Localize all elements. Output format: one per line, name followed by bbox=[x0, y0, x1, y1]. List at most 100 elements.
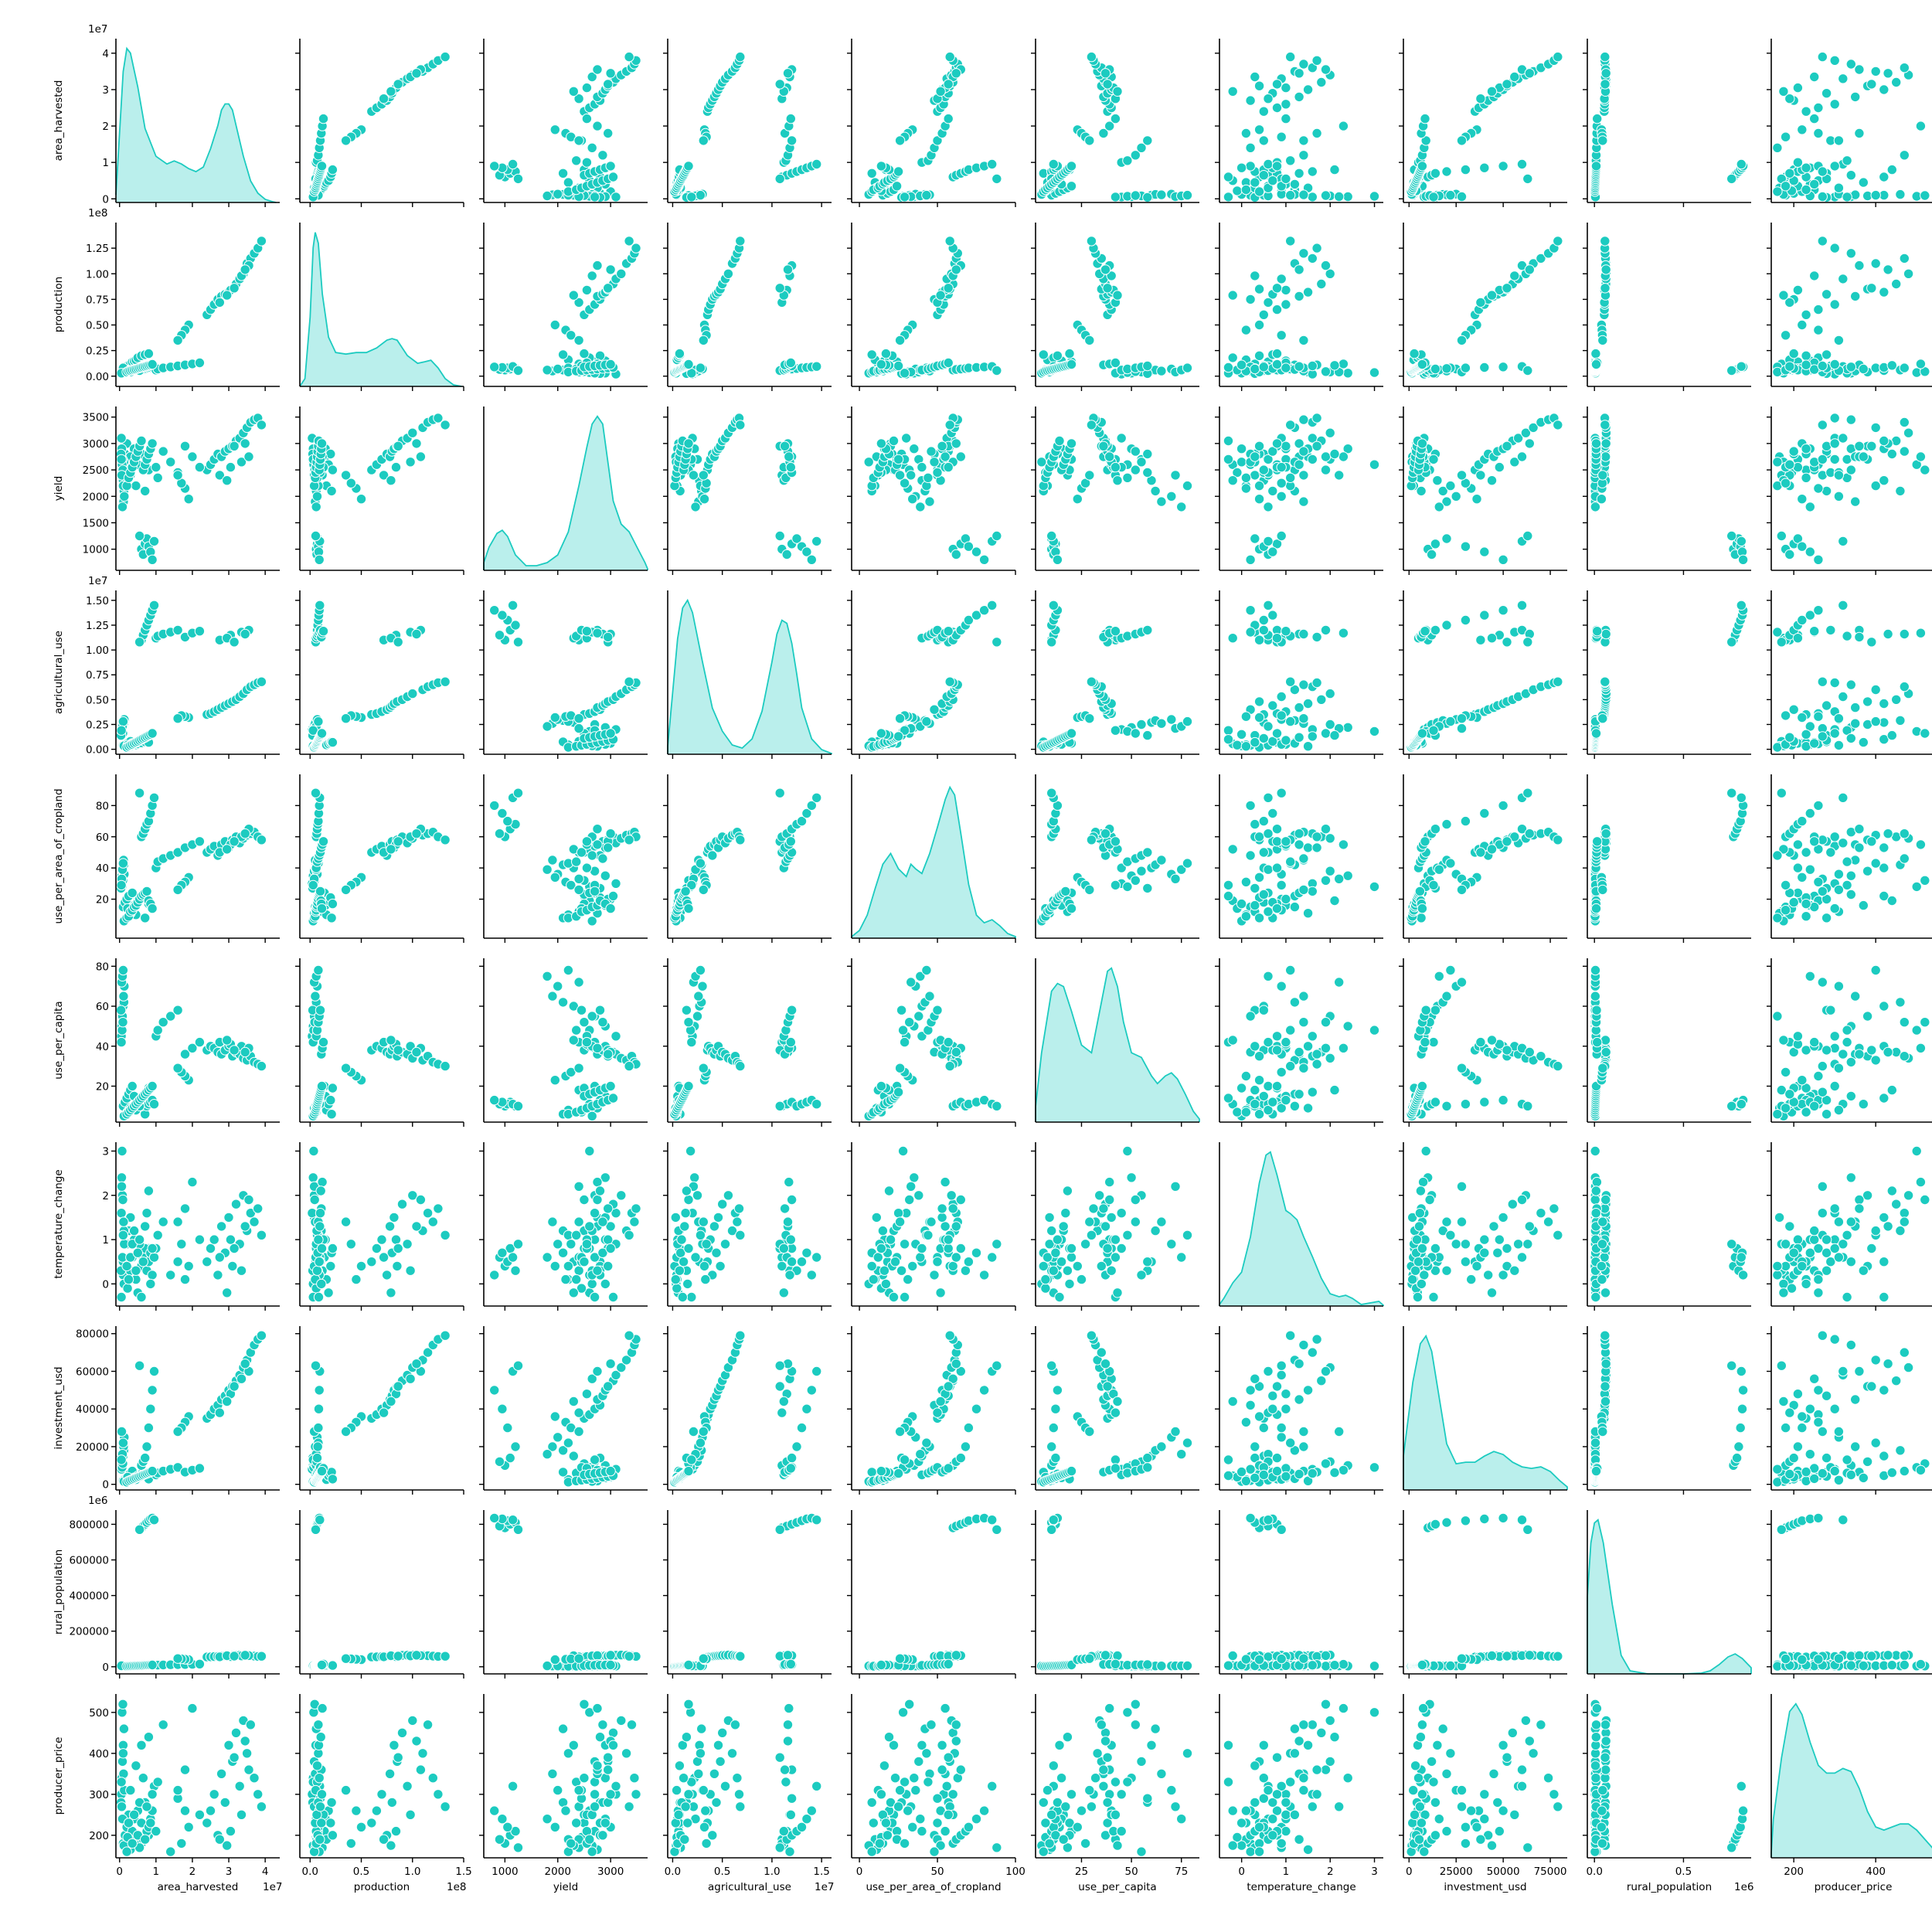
point-10 bbox=[326, 1109, 337, 1120]
point-65 bbox=[786, 135, 798, 146]
point-80 bbox=[589, 886, 600, 897]
point-60 bbox=[1046, 530, 1057, 542]
point-11 bbox=[327, 1083, 338, 1094]
point-21 bbox=[1320, 728, 1332, 739]
point-87 bbox=[894, 470, 906, 481]
point-68 bbox=[943, 357, 954, 369]
point-46 bbox=[1792, 82, 1804, 94]
point-68 bbox=[943, 626, 954, 637]
point-87 bbox=[698, 1063, 709, 1073]
point-25 bbox=[1456, 723, 1468, 734]
point-32 bbox=[1245, 294, 1256, 305]
point-47 bbox=[1106, 270, 1117, 281]
point-42 bbox=[1298, 59, 1309, 70]
point-68 bbox=[785, 836, 796, 847]
point-87 bbox=[1084, 884, 1095, 896]
point-27 bbox=[695, 189, 706, 201]
point-83 bbox=[683, 359, 694, 370]
point-49 bbox=[1486, 86, 1498, 97]
point-60 bbox=[134, 530, 145, 542]
point-67 bbox=[592, 628, 603, 638]
subplot-use_per_area_of_cropland-vs-temperature_change bbox=[1215, 774, 1383, 943]
point-77 bbox=[136, 435, 147, 447]
point-23 bbox=[118, 991, 129, 1002]
point-84 bbox=[1253, 124, 1265, 135]
point-44 bbox=[624, 1060, 634, 1072]
point-86 bbox=[1276, 131, 1287, 142]
subplot-agricultural_use-vs-use_per_capita bbox=[1031, 590, 1199, 759]
point-37 bbox=[1891, 278, 1902, 290]
point-24 bbox=[311, 491, 323, 502]
point-49 bbox=[1227, 633, 1238, 644]
point-34 bbox=[1267, 700, 1278, 711]
point-55 bbox=[1441, 363, 1452, 374]
point-58 bbox=[1245, 800, 1256, 811]
point-21 bbox=[117, 1017, 128, 1028]
point-83 bbox=[1829, 438, 1840, 449]
point-78 bbox=[1845, 170, 1857, 181]
point-79 bbox=[1784, 361, 1795, 372]
point-44 bbox=[735, 835, 746, 845]
point-44 bbox=[944, 420, 955, 430]
point-77 bbox=[1879, 435, 1889, 447]
point-39 bbox=[407, 427, 418, 438]
point-37 bbox=[1316, 694, 1327, 705]
point-87 bbox=[698, 135, 709, 146]
point-26 bbox=[542, 190, 553, 202]
kde-line-area_harvested bbox=[115, 46, 277, 203]
point-46 bbox=[390, 461, 402, 473]
point-48 bbox=[592, 64, 603, 75]
point-77 bbox=[1223, 435, 1234, 447]
point-76 bbox=[1281, 893, 1291, 905]
point-81 bbox=[1886, 360, 1898, 371]
point-67 bbox=[940, 451, 951, 462]
point-82 bbox=[1236, 359, 1247, 370]
point-26 bbox=[542, 864, 553, 875]
point-35 bbox=[1879, 842, 1889, 853]
point-74 bbox=[1858, 363, 1869, 375]
y-tick-label: 20 bbox=[96, 894, 109, 906]
point-78 bbox=[1845, 362, 1857, 372]
subplot-area_harvested-vs-producer_price bbox=[1767, 39, 1932, 207]
subplot-production-vs-investment_usd bbox=[1399, 223, 1567, 391]
point-68 bbox=[785, 461, 796, 473]
point-60 bbox=[310, 530, 321, 542]
point-27 bbox=[313, 716, 324, 727]
point-44 bbox=[1817, 420, 1828, 430]
point-9 bbox=[325, 1094, 336, 1106]
point-45 bbox=[1475, 94, 1486, 104]
point-84 bbox=[549, 872, 560, 883]
point-64 bbox=[1245, 850, 1256, 861]
point-41 bbox=[1899, 63, 1910, 73]
point-87 bbox=[698, 470, 709, 481]
point-50 bbox=[229, 637, 240, 648]
point-86 bbox=[1276, 710, 1287, 721]
point-58 bbox=[489, 362, 500, 372]
point-83 bbox=[1417, 903, 1428, 914]
point-27 bbox=[1285, 716, 1296, 727]
point-21 bbox=[1920, 875, 1930, 886]
point-83 bbox=[147, 728, 158, 739]
point-31 bbox=[1829, 299, 1840, 310]
point-25 bbox=[1817, 191, 1828, 202]
point-58 bbox=[1813, 605, 1824, 616]
point-27 bbox=[117, 964, 129, 976]
point-77 bbox=[607, 172, 619, 182]
point-60 bbox=[992, 173, 1002, 185]
point-83 bbox=[1590, 161, 1602, 172]
subplot-agricultural_use-vs-production bbox=[295, 590, 464, 759]
point-26 bbox=[1263, 502, 1274, 512]
point-67 bbox=[784, 451, 794, 462]
point-86 bbox=[1780, 330, 1791, 341]
point-63 bbox=[1298, 446, 1309, 457]
point-12 bbox=[1302, 908, 1314, 919]
subplot-area_harvested-vs-temperature_change bbox=[1215, 39, 1383, 207]
point-51 bbox=[411, 68, 422, 79]
point-21 bbox=[1920, 190, 1930, 201]
point-27 bbox=[695, 964, 706, 976]
point-37 bbox=[1316, 77, 1327, 88]
point-33 bbox=[1294, 839, 1304, 850]
point-58 bbox=[1813, 554, 1824, 565]
point-21 bbox=[904, 1017, 915, 1028]
point-56 bbox=[1460, 815, 1471, 827]
